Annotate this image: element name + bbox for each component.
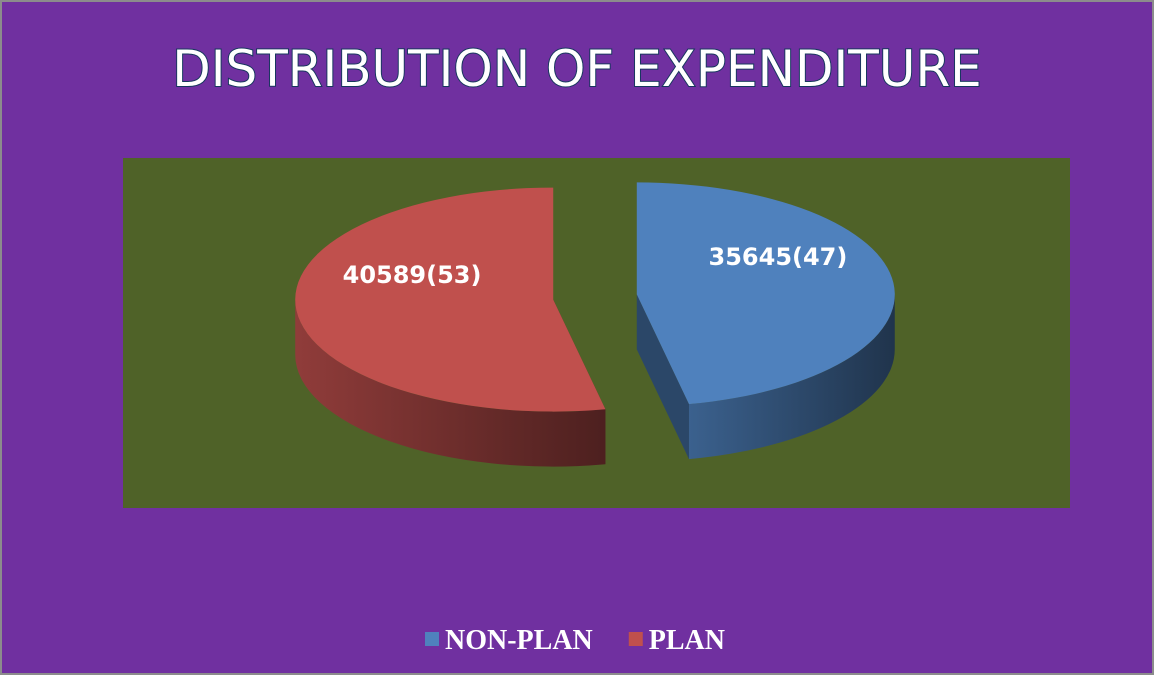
legend-swatch <box>628 632 643 646</box>
chart-title: DISTRIBUTION OF EXPENDITURE <box>172 40 982 98</box>
legend-label: NON-PLAN <box>445 625 593 656</box>
data-label: 35645(47) <box>709 243 848 271</box>
data-label: 40589(53) <box>343 261 482 289</box>
legend-label: PLAN <box>649 625 725 656</box>
slice-wall <box>295 299 606 467</box>
legend-swatch <box>425 632 439 646</box>
slice <box>295 187 606 412</box>
slice-side <box>636 294 689 460</box>
slice-wall <box>688 294 895 460</box>
slice <box>636 182 895 405</box>
